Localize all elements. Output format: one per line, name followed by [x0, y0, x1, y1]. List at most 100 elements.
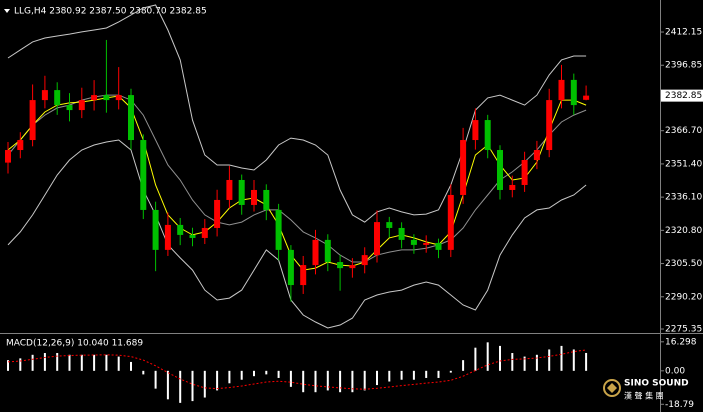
y-tick-label: 2382.85 — [665, 91, 702, 101]
overlay-line — [7, 4, 587, 223]
logo-name: SINO SOUND — [624, 379, 689, 389]
candle-body — [29, 100, 36, 141]
logo: SINO SOUND 漢 聲 集 團 — [603, 379, 689, 401]
candle-body — [423, 242, 430, 245]
candle-body — [5, 150, 11, 163]
macd-bar — [523, 356, 526, 371]
macd-title: MACD(12,26,9) 10.040 11.689 — [6, 339, 143, 349]
macd-bar — [240, 370, 243, 380]
candle-body — [275, 209, 282, 250]
macd-bar — [117, 356, 120, 371]
candle-body — [214, 199, 221, 228]
y-tick-label: 2336.10 — [665, 193, 702, 203]
macd-bar — [449, 370, 452, 373]
candle-body — [447, 194, 454, 250]
macd-bar — [179, 370, 182, 403]
candle-body — [386, 222, 393, 228]
candle-body — [54, 90, 61, 106]
macd-bar — [572, 349, 575, 371]
y-tick-label: -18.79 — [665, 400, 694, 410]
macd-bar — [412, 370, 415, 380]
macd-bar — [499, 345, 501, 371]
chart-title: LLG,H4 2380.92 2387.50 2380.70 2382.85 — [14, 7, 207, 17]
candle-body — [41, 90, 48, 101]
macd-bar — [437, 370, 440, 378]
macd-bar — [277, 370, 280, 378]
candle-body — [312, 239, 319, 266]
macd-bar — [142, 370, 145, 375]
candle-body — [546, 100, 553, 151]
candle-body — [17, 140, 24, 151]
macd-bar — [7, 360, 9, 371]
macd-bar — [425, 370, 428, 378]
candle-body — [251, 189, 257, 205]
macd-bar — [203, 370, 206, 398]
macd-bar — [339, 370, 342, 393]
logo-icon — [607, 383, 617, 393]
macd-bar — [31, 354, 34, 371]
candle-body — [300, 265, 307, 286]
candle-body — [164, 224, 171, 250]
y-tick-label: 16.298 — [665, 337, 697, 347]
candle-body — [140, 140, 147, 210]
macd-bar — [56, 353, 59, 371]
macd-bar — [535, 354, 538, 371]
candle-body — [78, 100, 85, 111]
y-tick-label: 2412.15 — [665, 28, 702, 38]
y-tick-label: 2351.40 — [665, 159, 702, 169]
candle-body — [238, 179, 245, 205]
candle-body — [337, 262, 344, 269]
candle-body — [509, 184, 516, 190]
y-tick-label: 2320.80 — [665, 226, 702, 236]
candle-body — [497, 150, 503, 190]
price-marker — [661, 89, 703, 102]
candle-body — [263, 189, 270, 210]
macd-bar — [80, 354, 83, 371]
macd-bar — [154, 370, 157, 389]
macd-bar — [191, 370, 194, 402]
candle-body — [410, 239, 417, 245]
overlay-line — [7, 139, 587, 329]
macd-bar — [216, 370, 219, 391]
candle-body — [521, 160, 528, 185]
macd-bar — [302, 370, 305, 393]
candle-body — [115, 95, 122, 101]
macd-bar — [93, 354, 96, 371]
macd-bar — [253, 370, 255, 377]
macd-bar — [400, 370, 403, 380]
candle-body — [533, 150, 540, 161]
y-tick-label: 2305.50 — [665, 259, 702, 269]
macd-bar — [289, 370, 292, 387]
macd-bar — [68, 354, 71, 371]
candle-body — [201, 227, 208, 238]
macd-bar — [585, 352, 588, 371]
candle-body — [435, 242, 442, 250]
candle-body — [374, 222, 380, 256]
candle-body — [460, 140, 467, 195]
y-tick-label: 2290.20 — [665, 292, 702, 302]
macd-bar — [19, 358, 22, 371]
macd-bar — [326, 370, 329, 391]
macd-bar — [130, 361, 132, 371]
candle-body — [152, 209, 159, 250]
candle-body — [484, 120, 491, 151]
candle-body — [583, 95, 590, 100]
candle-body — [472, 120, 479, 141]
y-tick-label: 2275.35 — [665, 325, 702, 335]
candle-body — [66, 105, 73, 111]
macd-bar — [486, 342, 489, 371]
macd-bar — [166, 370, 169, 400]
macd-bar — [43, 353, 46, 371]
macd-bar — [511, 353, 514, 371]
macd-bar — [105, 354, 108, 371]
candle-body — [189, 234, 196, 238]
logo-icon — [603, 379, 621, 397]
macd-bar — [265, 370, 268, 375]
menu-arrow[interactable] — [4, 9, 10, 13]
candle-body — [558, 79, 565, 101]
macd-bar — [474, 347, 477, 371]
signal-line — [7, 349, 587, 390]
candle-body — [361, 255, 368, 266]
logo-subtitle: 漢 聲 集 團 — [624, 391, 664, 401]
